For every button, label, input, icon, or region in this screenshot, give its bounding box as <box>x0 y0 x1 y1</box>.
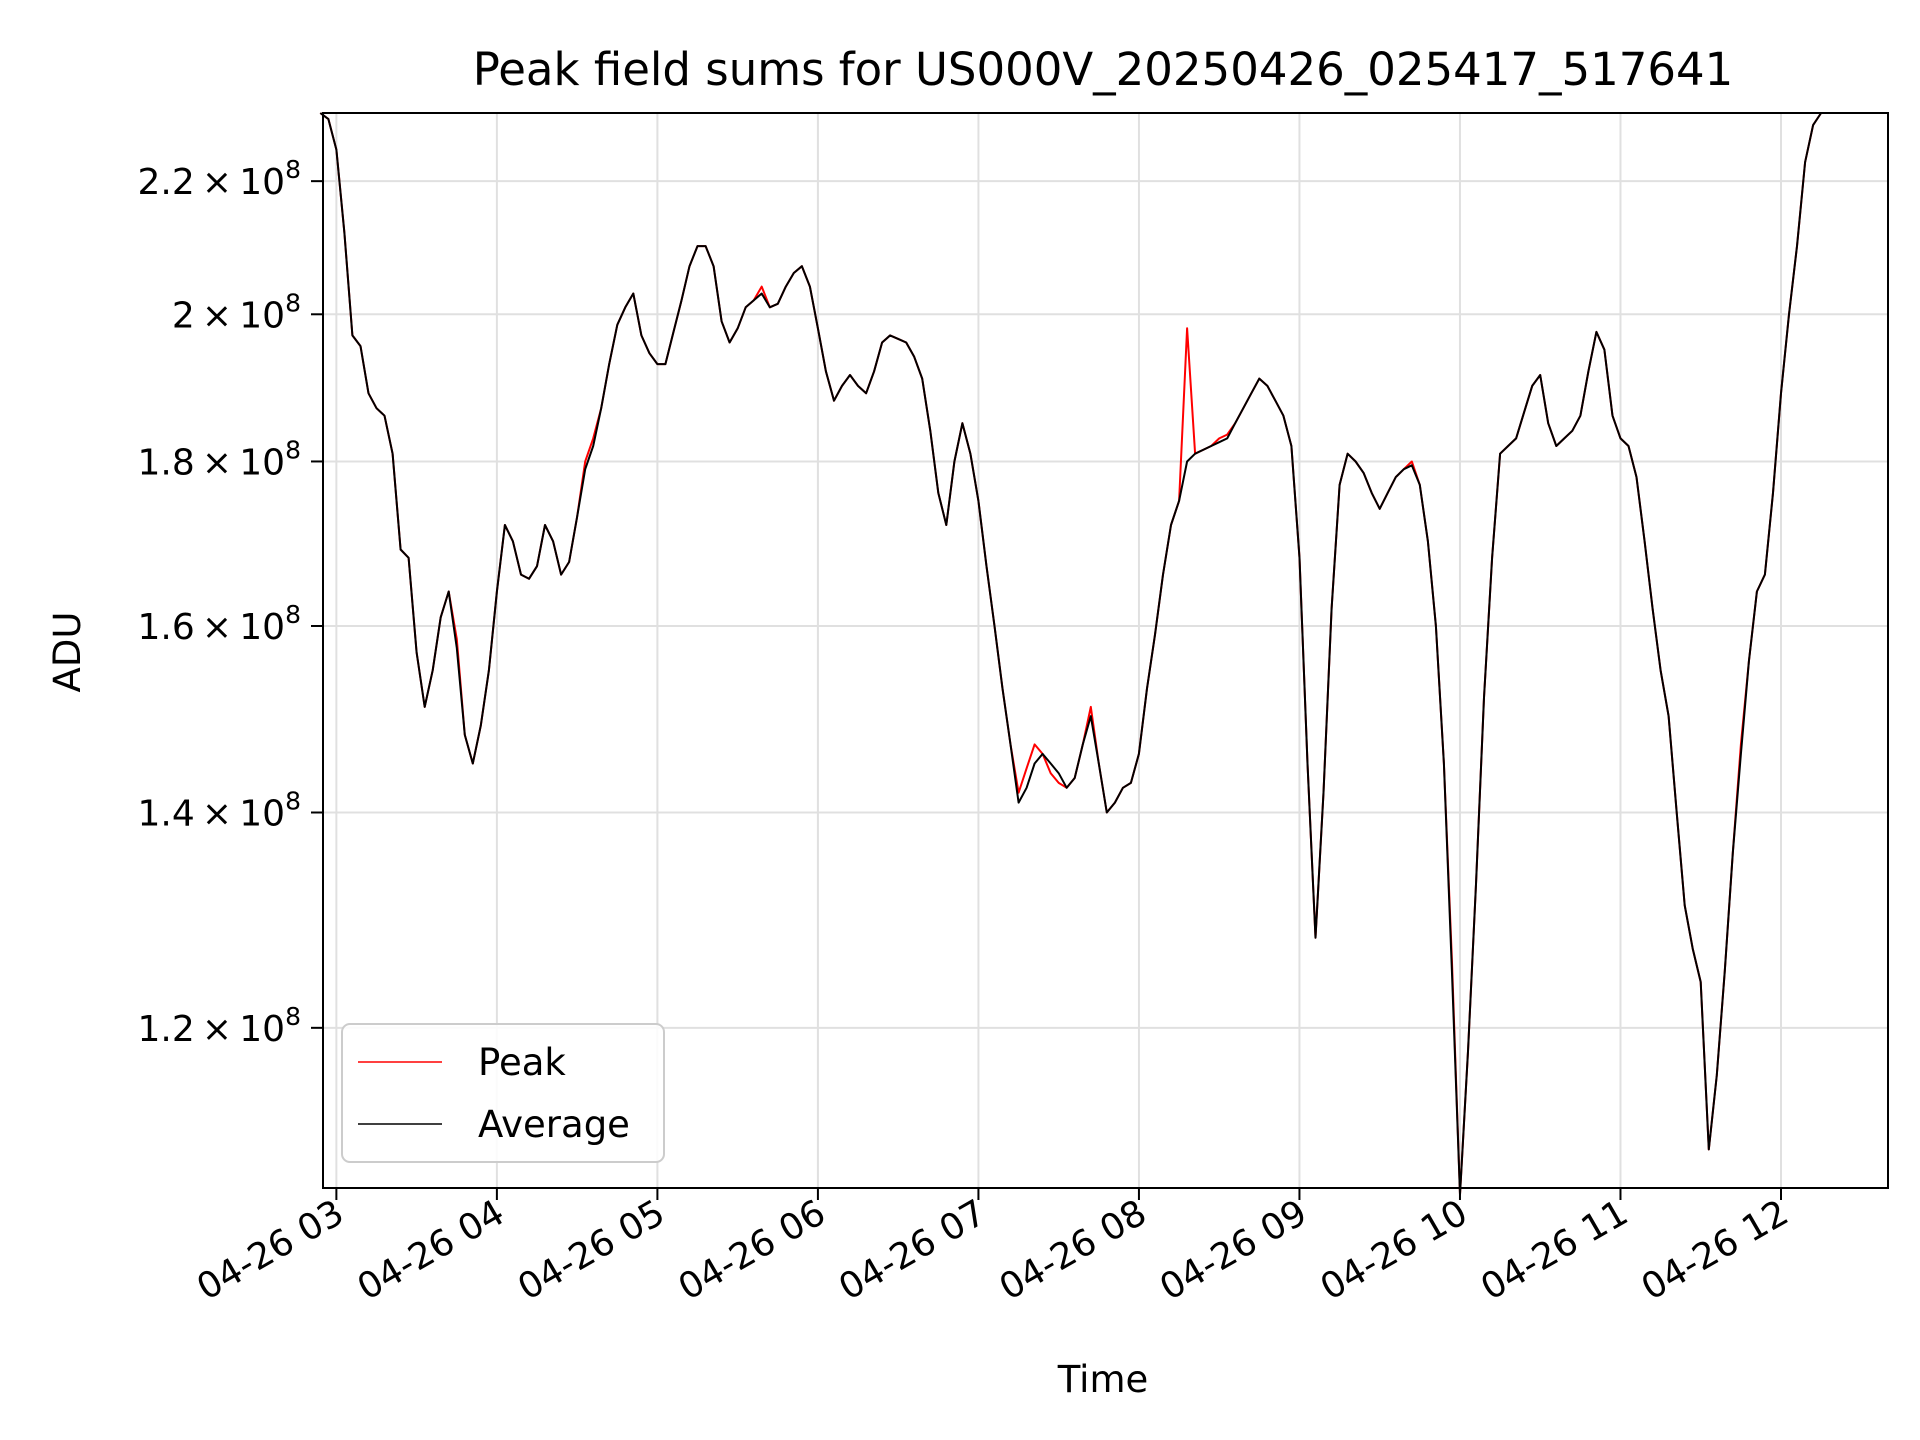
series-line-average <box>319 112 1830 1196</box>
legend: Peak Average <box>341 1023 665 1163</box>
y-tick-label: 2 × 108 <box>172 288 301 336</box>
y-tick-label: 1.8 × 108 <box>137 435 301 483</box>
y-tick-label: 1.2 × 108 <box>137 1002 301 1050</box>
plot-frame <box>322 112 1889 1189</box>
legend-label-peak: Peak <box>478 1041 566 1084</box>
y-axis: 1.2 × 108 1.4 × 108 1.6 × 108 1.8 × 108 2 × … <box>137 155 323 1050</box>
grid <box>323 113 1888 1188</box>
y-tick-label: 1.6 × 108 <box>137 600 301 648</box>
y-tick-label: 2.2 × 108 <box>137 155 301 203</box>
legend-label-average: Average <box>478 1103 630 1146</box>
series-lines <box>319 112 1830 1196</box>
chart-title: Peak field sums for US000V_20250426_0254… <box>473 43 1734 96</box>
legend-box <box>341 1023 665 1163</box>
y-tick-label: 1.4 × 108 <box>137 787 301 835</box>
y-axis-label: ADU <box>46 612 89 693</box>
x-axis-label: Time <box>1057 1358 1149 1401</box>
